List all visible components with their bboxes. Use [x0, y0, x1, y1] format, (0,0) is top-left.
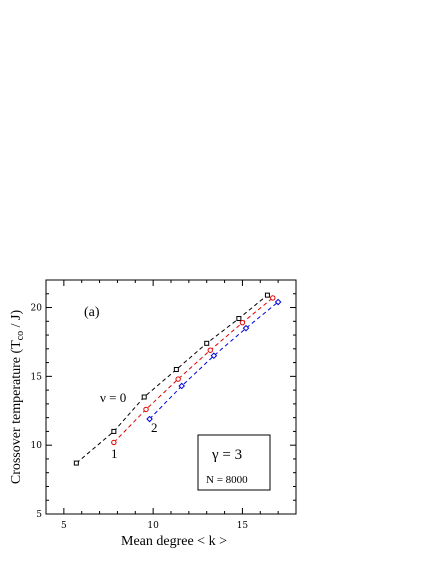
x-tick-label: 10 — [147, 521, 159, 531]
series-1 — [111, 295, 276, 446]
legend-box — [197, 434, 271, 491]
data-point — [236, 316, 242, 322]
data-point — [146, 415, 153, 423]
y-tick-label: 10 — [31, 441, 43, 451]
data-point — [210, 352, 218, 360]
data-point — [175, 376, 181, 382]
data-point — [178, 382, 186, 390]
axis-tick-labels: 5 10 15 5 10 15 20 — [31, 304, 249, 531]
data-point — [111, 428, 117, 434]
data-point — [173, 366, 179, 372]
y-tick-label: 15 — [31, 372, 43, 382]
data-point — [242, 324, 250, 332]
series-0 — [73, 292, 270, 466]
n-label: N = 8000 — [206, 474, 248, 486]
data-point — [270, 295, 276, 301]
data-point — [239, 319, 246, 326]
series-layer — [73, 292, 282, 466]
series-line-2 — [149, 301, 279, 420]
data-point — [274, 298, 282, 306]
data-point — [207, 347, 213, 353]
x-axis-title: Mean degree < k > — [121, 534, 227, 549]
series-label-nu0: ν = 0 — [100, 390, 126, 405]
panel-label: (a) — [84, 305, 100, 320]
y-tick-label: 20 — [31, 304, 43, 314]
data-point — [141, 394, 147, 400]
data-point — [143, 406, 149, 413]
y-tick-label: 5 — [36, 510, 42, 520]
series-label-1: 1 — [111, 446, 118, 461]
data-point — [264, 292, 270, 298]
y-axis-title: Crossover temperature (Tco / J) — [9, 310, 26, 485]
axis-ticks — [45, 279, 297, 515]
data-point — [111, 439, 117, 446]
y-axis-title-main: Crossover temperature (T — [9, 340, 24, 484]
x-tick-label: 15 — [237, 521, 249, 531]
gamma-label: γ = 3 — [211, 447, 242, 463]
data-point — [73, 460, 79, 466]
series-line-1 — [113, 297, 274, 443]
y-axis-title-sub: co — [15, 331, 26, 340]
x-tick-label: 5 — [61, 521, 67, 531]
data-point — [204, 340, 210, 346]
series-label-2: 2 — [151, 420, 158, 435]
y-axis-title-tail: / J) — [9, 310, 24, 331]
series-2 — [146, 298, 282, 423]
